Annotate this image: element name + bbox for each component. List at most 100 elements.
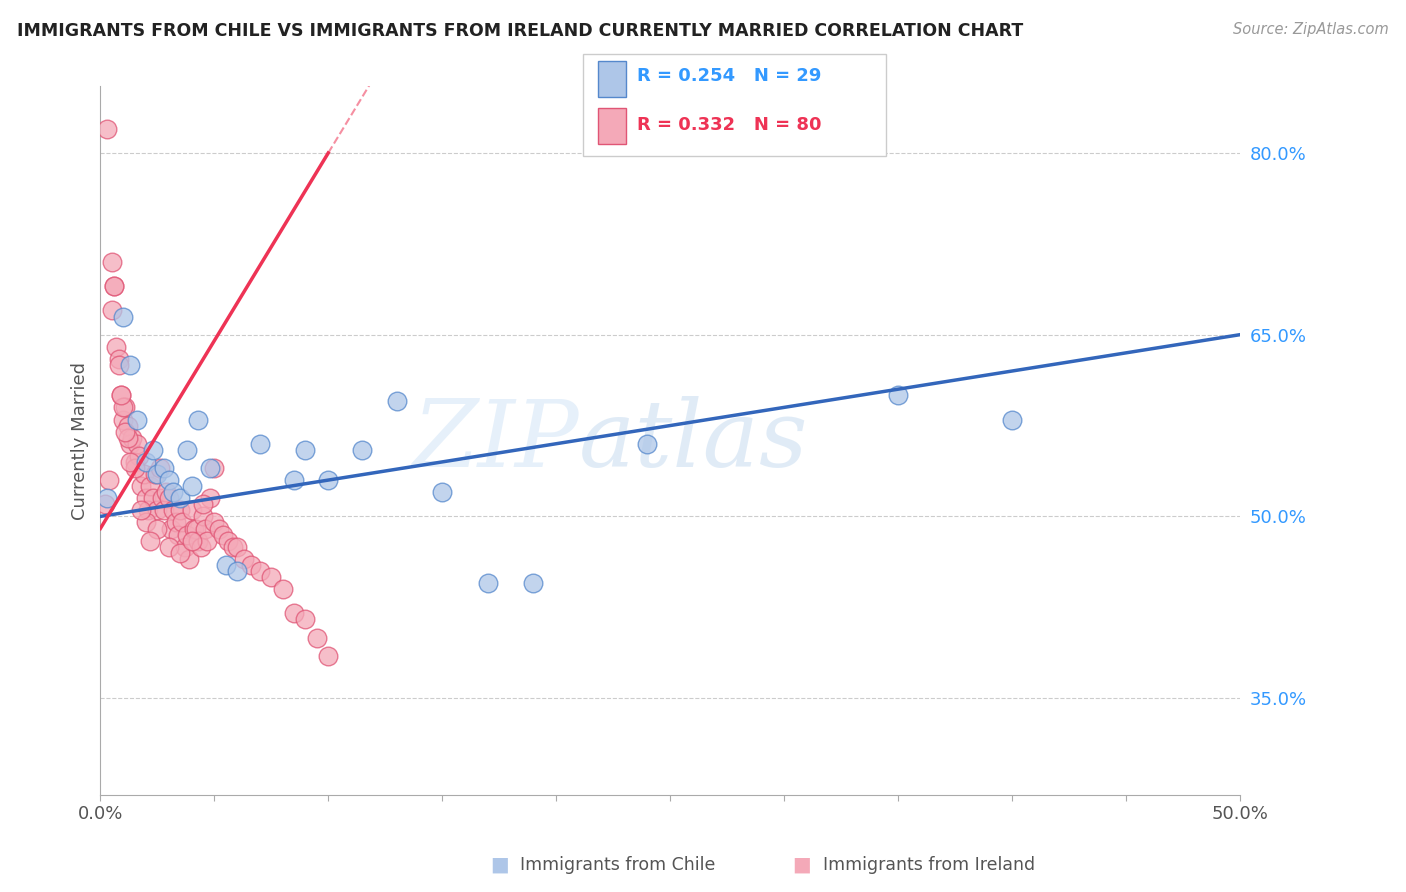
Point: [143, 467, 166, 481]
Point: [135, 516, 157, 530]
Point: [149, 461, 172, 475]
Point: [184, 522, 207, 536]
Point: [239, 558, 262, 572]
Point: [1001, 412, 1024, 426]
Point: [430, 485, 453, 500]
Point: [157, 491, 180, 506]
Point: [146, 467, 169, 481]
Point: [150, 491, 173, 506]
Point: [198, 491, 221, 506]
Point: [191, 497, 214, 511]
Point: [187, 533, 209, 548]
Point: [135, 455, 157, 469]
Point: [305, 631, 328, 645]
Point: [260, 570, 283, 584]
Point: [139, 533, 162, 548]
Point: [125, 436, 148, 450]
Point: [283, 607, 305, 621]
Point: [157, 540, 180, 554]
Point: [176, 442, 198, 457]
Point: [294, 442, 316, 457]
Text: Immigrants from Ireland: Immigrants from Ireland: [823, 856, 1035, 874]
Point: [112, 412, 135, 426]
Point: [132, 467, 155, 481]
Point: [103, 279, 125, 293]
Point: [172, 516, 194, 530]
Point: [112, 401, 135, 415]
Point: [226, 564, 249, 578]
Point: [249, 436, 271, 450]
Point: [118, 358, 141, 372]
Point: [103, 279, 125, 293]
Point: [477, 576, 499, 591]
Point: [887, 388, 910, 402]
Point: [157, 473, 180, 487]
Point: [153, 461, 176, 475]
Point: [105, 340, 128, 354]
Point: [107, 351, 129, 366]
Point: [226, 540, 249, 554]
Point: [114, 425, 136, 439]
Point: [155, 485, 177, 500]
Point: [96, 121, 118, 136]
Point: [169, 491, 191, 506]
Text: Immigrants from Chile: Immigrants from Chile: [520, 856, 716, 874]
Point: [169, 546, 191, 560]
Point: [107, 358, 129, 372]
Point: [160, 522, 183, 536]
Point: [162, 485, 184, 500]
Point: [173, 540, 195, 554]
Point: [385, 394, 408, 409]
Point: [142, 491, 165, 506]
Point: [117, 418, 139, 433]
Point: [98, 473, 121, 487]
Point: [162, 503, 184, 517]
Point: [183, 522, 205, 536]
Point: [180, 533, 202, 548]
Point: [249, 564, 271, 578]
Text: ZIP: ZIP: [412, 396, 579, 486]
Point: [146, 522, 169, 536]
Point: [271, 582, 294, 596]
Point: [208, 522, 231, 536]
Point: [125, 412, 148, 426]
Point: [221, 540, 243, 554]
Point: [197, 533, 219, 548]
Point: [124, 461, 146, 475]
Point: [146, 503, 169, 517]
Point: [110, 388, 132, 402]
Point: [283, 473, 305, 487]
Point: [131, 479, 153, 493]
Text: atlas: atlas: [579, 396, 808, 486]
Point: [112, 310, 135, 324]
Point: [117, 431, 139, 445]
Point: [636, 436, 658, 450]
Point: [316, 473, 339, 487]
Point: [131, 503, 153, 517]
Point: [232, 551, 254, 566]
Point: [118, 436, 141, 450]
Point: [352, 442, 374, 457]
Point: [100, 303, 122, 318]
Point: [191, 509, 214, 524]
Point: [94, 497, 117, 511]
Y-axis label: Currently Married: Currently Married: [72, 362, 89, 520]
Point: [176, 527, 198, 541]
Point: [165, 516, 187, 530]
Point: [180, 479, 202, 493]
Point: [114, 401, 136, 415]
Point: [217, 533, 239, 548]
Point: [202, 516, 225, 530]
Point: [124, 455, 146, 469]
Point: [180, 503, 202, 517]
Point: [215, 558, 238, 572]
Point: [198, 461, 221, 475]
Point: [212, 527, 235, 541]
Point: [187, 412, 209, 426]
Point: [194, 522, 217, 536]
Text: ▪: ▪: [489, 851, 509, 880]
Point: [136, 503, 159, 517]
Point: [118, 455, 141, 469]
Point: [166, 527, 188, 541]
Point: [190, 540, 212, 554]
